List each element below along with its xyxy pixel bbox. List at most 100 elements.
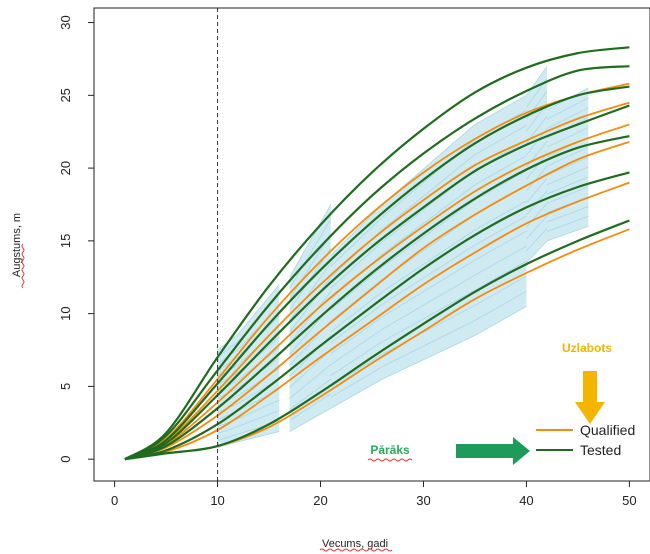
band-line bbox=[382, 259, 476, 318]
y-axis: 0 5 10 15 20 25 30 bbox=[58, 15, 94, 463]
band-line bbox=[289, 291, 332, 344]
band-line bbox=[546, 107, 589, 129]
band-line bbox=[330, 204, 383, 256]
y-tick-label: 0 bbox=[58, 456, 73, 463]
band-line bbox=[382, 244, 476, 305]
y-tick-label: 30 bbox=[58, 15, 73, 29]
band-line bbox=[546, 146, 589, 167]
band-line bbox=[289, 378, 332, 410]
band-line bbox=[474, 215, 527, 246]
band-line bbox=[474, 200, 527, 231]
plot-frame bbox=[93, 7, 650, 482]
band-line bbox=[526, 203, 548, 228]
tested-series-line-4 bbox=[124, 104, 630, 461]
band-line bbox=[217, 425, 239, 434]
band-line bbox=[382, 320, 476, 368]
band-line bbox=[238, 431, 280, 443]
uzlabots-arrow-icon bbox=[575, 371, 605, 424]
band-line bbox=[526, 240, 548, 263]
band-line bbox=[330, 328, 383, 365]
band-line bbox=[330, 303, 383, 344]
x-tick-label: 50 bbox=[622, 493, 636, 508]
band-line bbox=[526, 165, 548, 192]
band-line bbox=[289, 262, 332, 322]
tested-series-line-2 bbox=[124, 171, 630, 461]
band-line bbox=[330, 366, 383, 398]
band-line bbox=[382, 199, 476, 268]
legend: Qualified Tested bbox=[536, 422, 635, 458]
y-axis-title: Augstums, m bbox=[11, 213, 23, 277]
band-line bbox=[330, 216, 383, 267]
band-line bbox=[546, 216, 589, 232]
band-line bbox=[546, 127, 589, 148]
band-line bbox=[330, 378, 383, 409]
band-line bbox=[382, 229, 476, 293]
x-axis-title-spellcheck bbox=[319, 548, 393, 552]
band-line bbox=[289, 364, 332, 399]
band-line bbox=[382, 274, 476, 330]
band-line bbox=[330, 341, 383, 376]
y-tick-label: 20 bbox=[58, 161, 73, 175]
tested-series-line-1 bbox=[124, 219, 630, 461]
x-tick-label: 20 bbox=[313, 493, 327, 508]
x-axis: 0 10 20 30 40 50 bbox=[111, 481, 637, 508]
band-line bbox=[526, 178, 548, 204]
band-line bbox=[546, 97, 589, 120]
band-line bbox=[382, 289, 476, 343]
band-line bbox=[289, 277, 332, 333]
band-line bbox=[382, 335, 476, 380]
band-line bbox=[474, 275, 527, 306]
tested-series-line-5 bbox=[124, 85, 630, 461]
paraks-arrow-icon bbox=[456, 437, 530, 465]
band-line bbox=[237, 399, 280, 419]
qualified-series-line-2 bbox=[124, 181, 630, 461]
band-line bbox=[474, 245, 527, 276]
uzlabots-label: Uzlabots bbox=[562, 341, 612, 355]
paraks-label: Pārāks bbox=[370, 443, 410, 457]
band-line bbox=[330, 241, 383, 289]
band-line bbox=[474, 306, 527, 336]
y-axis-title-spellcheck bbox=[21, 243, 25, 289]
band-line bbox=[238, 410, 280, 427]
band-line bbox=[526, 228, 548, 252]
band-line bbox=[330, 353, 383, 387]
qualified-series-line-3 bbox=[124, 141, 630, 461]
band-line bbox=[289, 407, 332, 432]
band-line bbox=[330, 266, 383, 311]
qualified-series-line-5 bbox=[124, 101, 630, 461]
data-band bbox=[217, 65, 589, 448]
band-line bbox=[546, 186, 589, 204]
y-tick-label: 5 bbox=[58, 383, 73, 390]
x-tick-label: 40 bbox=[519, 493, 533, 508]
y-tick-label: 10 bbox=[58, 306, 73, 320]
band-line bbox=[217, 433, 239, 441]
band-line bbox=[217, 441, 239, 448]
paraks-spellcheck bbox=[367, 458, 413, 462]
legend-qualified-label: Qualified bbox=[580, 422, 635, 438]
band-line bbox=[546, 176, 589, 195]
band-block bbox=[330, 204, 383, 409]
tested-series-line-6 bbox=[124, 65, 630, 461]
band-line bbox=[474, 260, 527, 291]
band-line bbox=[382, 154, 476, 230]
band-line bbox=[546, 156, 589, 176]
band-line bbox=[237, 284, 280, 335]
band-line bbox=[474, 170, 527, 201]
x-tick-label: 0 bbox=[111, 493, 118, 508]
y-tick-label: 25 bbox=[58, 88, 73, 102]
qualified-series-line-6 bbox=[124, 82, 630, 460]
band-line bbox=[546, 166, 589, 186]
band-line bbox=[546, 206, 589, 223]
x-axis-title: Vecums, gadi bbox=[322, 538, 388, 550]
band-line bbox=[289, 204, 332, 278]
band-line bbox=[330, 291, 383, 333]
qualified-series-line-4 bbox=[124, 123, 630, 461]
y-tick-label: 15 bbox=[58, 234, 73, 248]
band-line bbox=[474, 125, 527, 155]
band-line bbox=[526, 215, 548, 240]
band-line bbox=[474, 290, 527, 321]
band-line bbox=[289, 393, 332, 421]
band-line bbox=[289, 349, 332, 388]
series-layer bbox=[124, 46, 630, 461]
